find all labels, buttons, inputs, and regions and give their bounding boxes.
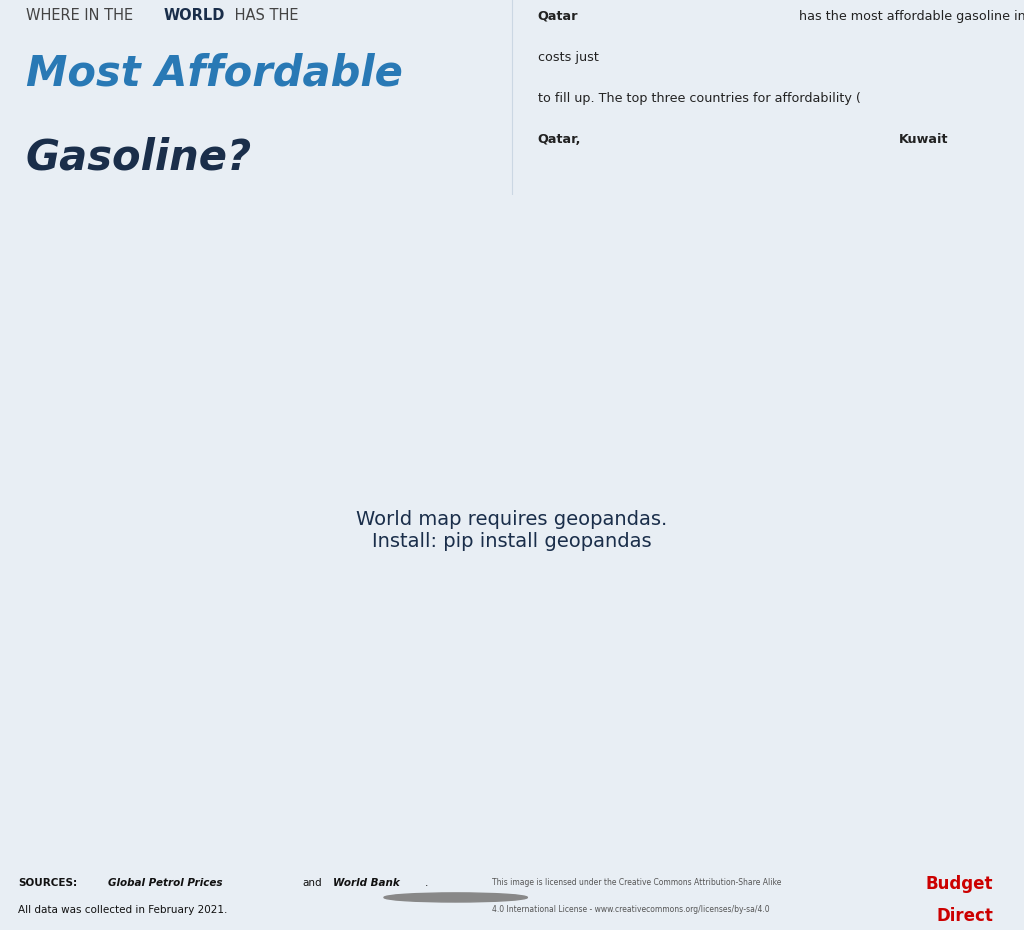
- Text: Most Affordable: Most Affordable: [26, 53, 402, 95]
- Text: to fill up. The top three countries for affordability (: to fill up. The top three countries for …: [538, 92, 860, 105]
- Text: SOURCES:: SOURCES:: [18, 878, 78, 888]
- Text: ©: ©: [451, 893, 461, 902]
- Text: World map requires geopandas.
Install: pip install geopandas: World map requires geopandas. Install: p…: [356, 510, 668, 551]
- Text: Kuwait: Kuwait: [899, 133, 948, 146]
- Text: WORLD: WORLD: [164, 7, 225, 23]
- Text: HAS THE: HAS THE: [230, 7, 299, 23]
- Text: Gasoline?: Gasoline?: [26, 137, 252, 179]
- Text: World Bank: World Bank: [333, 878, 399, 888]
- Text: costs just: costs just: [538, 51, 602, 64]
- Text: This image is licensed under the Creative Commons Attribution-Share Alike: This image is licensed under the Creativ…: [492, 878, 781, 887]
- Text: 4.0 International License - www.creativecommons.org/licenses/by-sa/4.0: 4.0 International License - www.creative…: [492, 905, 769, 914]
- Text: Direct: Direct: [936, 908, 993, 925]
- Text: has the most affordable gasoline in the world. It: has the most affordable gasoline in the …: [796, 10, 1024, 22]
- Text: Qatar,: Qatar,: [538, 133, 581, 146]
- Text: Budget: Budget: [926, 874, 993, 893]
- Text: Qatar: Qatar: [538, 10, 579, 22]
- Text: .: .: [425, 878, 428, 888]
- Text: WHERE IN THE: WHERE IN THE: [26, 7, 137, 23]
- Text: All data was collected in February 2021.: All data was collected in February 2021.: [18, 905, 227, 915]
- Circle shape: [384, 893, 527, 902]
- Text: Global Petrol Prices: Global Petrol Prices: [108, 878, 222, 888]
- Text: and: and: [302, 878, 322, 888]
